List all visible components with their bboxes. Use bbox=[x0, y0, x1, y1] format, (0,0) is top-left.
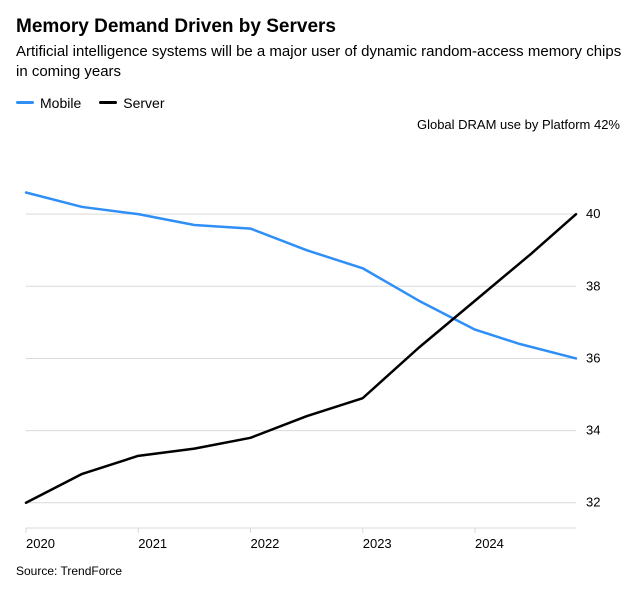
legend-label-mobile: Mobile bbox=[40, 95, 81, 111]
legend-swatch-server bbox=[99, 101, 117, 104]
source-attribution: Source: TrendForce bbox=[16, 564, 624, 578]
chart-subtitle: Artificial intelligence systems will be … bbox=[16, 42, 624, 83]
x-tick-label: 2023 bbox=[363, 536, 392, 551]
chart-area: 32 34 36 38 40 2020 2021 2022 2023 2024 bbox=[16, 136, 624, 556]
legend-swatch-mobile bbox=[16, 101, 34, 104]
legend-item-mobile: Mobile bbox=[16, 95, 81, 111]
x-tick-label: 2022 bbox=[250, 536, 279, 551]
chart-title: Memory Demand Driven by Servers bbox=[16, 16, 624, 38]
y-tick-label: 34 bbox=[586, 422, 600, 437]
legend: Mobile Server bbox=[16, 95, 624, 111]
y-axis-title: Global DRAM use by Platform 42% bbox=[16, 117, 624, 132]
x-tick-label: 2021 bbox=[138, 536, 167, 551]
line-chart: 32 34 36 38 40 2020 2021 2022 2023 2024 bbox=[16, 136, 624, 556]
legend-item-server: Server bbox=[99, 95, 164, 111]
legend-label-server: Server bbox=[123, 95, 164, 111]
y-tick-label: 38 bbox=[586, 278, 600, 293]
y-tick-label: 36 bbox=[586, 350, 600, 365]
y-grid: 32 34 36 38 40 2020 2021 2022 2023 2024 bbox=[26, 206, 600, 551]
x-tick-label: 2024 bbox=[475, 536, 504, 551]
y-tick-label: 40 bbox=[586, 206, 600, 221]
series-mobile bbox=[26, 192, 576, 358]
y-tick-label: 32 bbox=[586, 494, 600, 509]
x-tick-label: 2020 bbox=[26, 536, 55, 551]
